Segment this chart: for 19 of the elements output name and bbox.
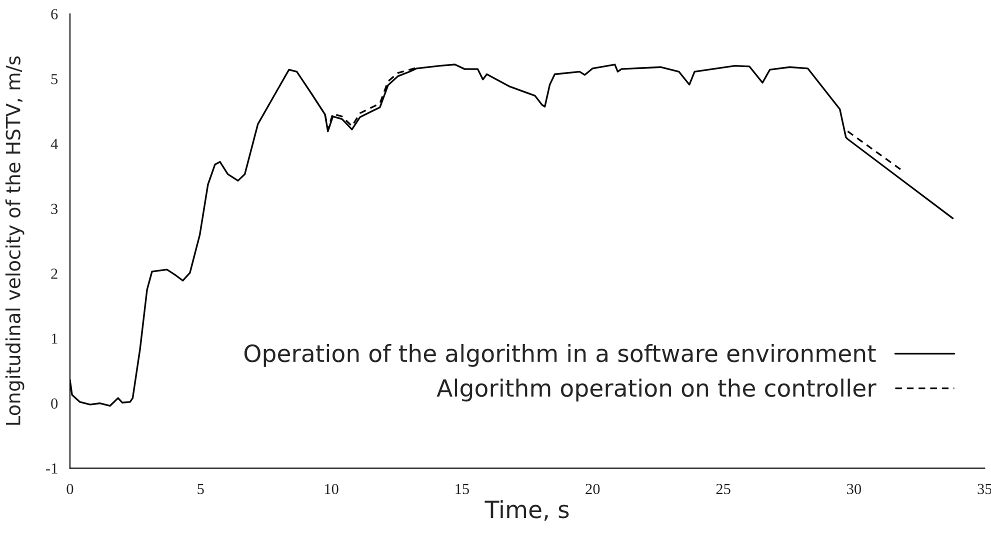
legend-label: Operation of the algorithm in a software environment [244,344,876,367]
y-tick-label: 1 [52,334,58,344]
x-tick-label: 25 [716,484,730,494]
y-tick-label: 3 [51,204,58,214]
y-tick-label: 0 [51,398,58,409]
x-tick-label: 20 [586,484,600,494]
legend-label: Algorithm operation on the controller [436,378,876,402]
x-tick-label: 0 [66,484,74,494]
x-tick-label: 10 [325,484,338,494]
x-axis-title: Time, s [484,500,569,521]
y-tick-label: 5 [51,74,58,84]
y-tick-label: -1 [46,463,58,474]
x-tick-label: 15 [456,484,470,494]
y-axis-title: Longitudinal velocity of the HSTV, m/s [5,56,24,425]
y-tick-label: 2 [51,268,58,279]
y-tick-label: 4 [50,138,58,149]
x-tick-label: 30 [847,484,862,494]
y-tick-label: 6 [51,9,58,20]
x-tick-label: 5 [198,484,204,494]
